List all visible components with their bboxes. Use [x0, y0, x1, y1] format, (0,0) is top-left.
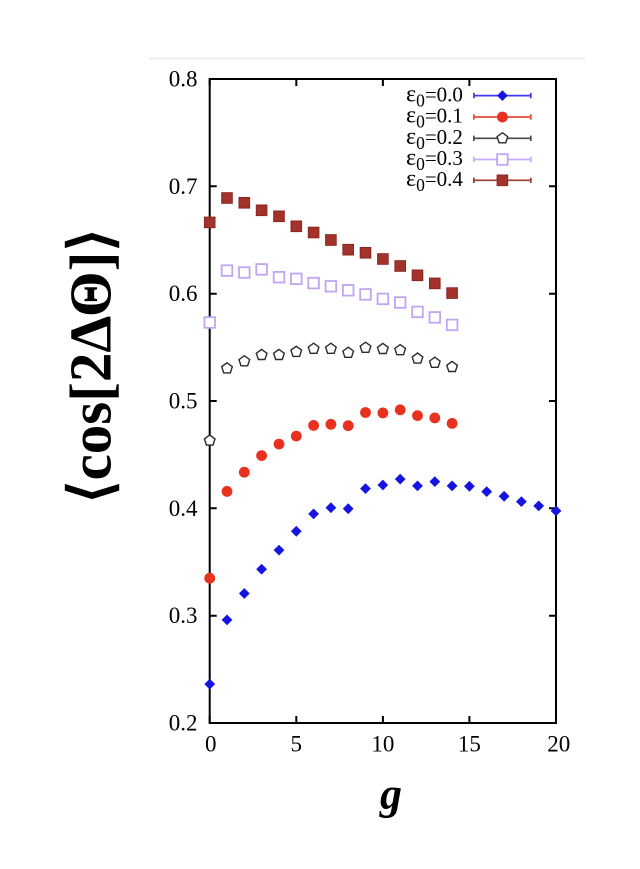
svg-text:0.7: 0.7 — [169, 174, 198, 199]
svg-text:0.2: 0.2 — [169, 711, 198, 736]
svg-text:ε0=0.4: ε0=0.4 — [406, 166, 463, 195]
svg-text:⟨cos[2ΔΘ]⟩: ⟨cos[2ΔΘ]⟩ — [58, 229, 124, 504]
svg-text:10: 10 — [371, 732, 394, 757]
svg-text:15: 15 — [458, 732, 481, 757]
svg-text:0.5: 0.5 — [169, 389, 198, 414]
svg-text:0: 0 — [205, 732, 217, 757]
svg-text:0.8: 0.8 — [169, 67, 198, 92]
svg-text:ε0=0.2: ε0=0.2 — [406, 124, 463, 153]
svg-text:0.3: 0.3 — [169, 603, 198, 628]
svg-text:5: 5 — [291, 732, 303, 757]
svg-text:ε0=0.3: ε0=0.3 — [406, 145, 463, 174]
svg-text:20: 20 — [547, 732, 570, 757]
svg-text:0.4: 0.4 — [169, 496, 198, 521]
svg-text:ε0=0.0: ε0=0.0 — [406, 81, 463, 110]
svg-text:ε0=0.1: ε0=0.1 — [406, 103, 463, 132]
svg-text:g: g — [379, 770, 402, 819]
svg-text:0.6: 0.6 — [169, 281, 198, 306]
